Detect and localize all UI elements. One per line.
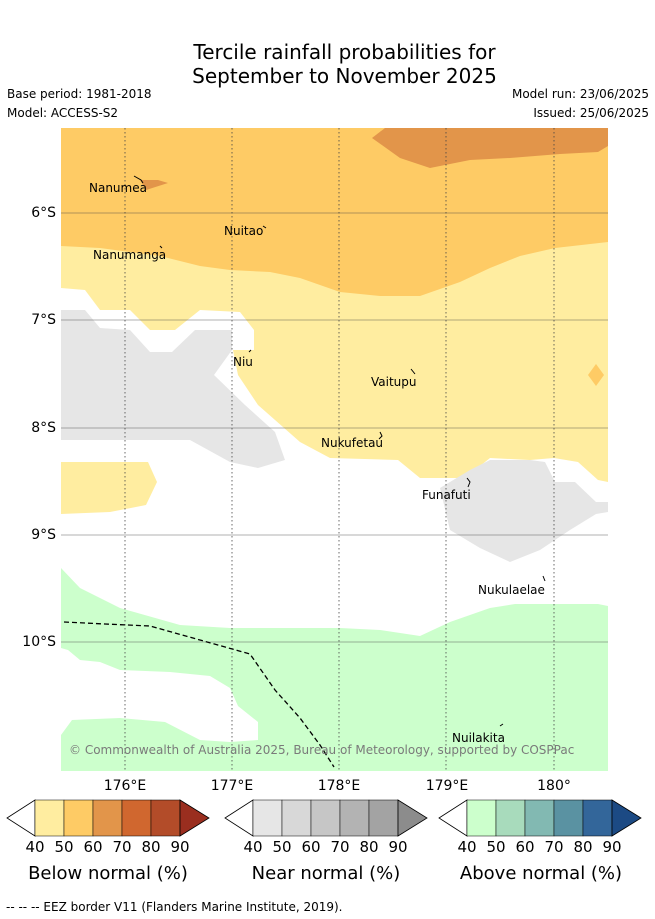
label-nuitao: Nuitao (224, 224, 264, 238)
issued-date: Issued: 25/06/2025 (533, 106, 649, 120)
nanumanga-island (159, 245, 163, 249)
colorbar-tick-label: 60 (301, 838, 321, 856)
colorbar-tick-label: 70 (112, 838, 132, 856)
colorbar-tick-label: 90 (602, 838, 622, 856)
colorbar-under-triangle (438, 799, 468, 837)
copyright-notice: © Commonwealth of Australia 2025, Bureau… (69, 743, 575, 757)
lon-tick-label: 177°E (210, 778, 254, 794)
map-title: Tercile rainfall probabilities for Septe… (0, 40, 655, 88)
title-line-2: September to November 2025 (192, 64, 497, 88)
label-nuilakita: Nuilakita (452, 731, 505, 745)
lon-tick-label: 178°E (317, 778, 361, 794)
colorbar-tick-label: 40 (243, 838, 263, 856)
colorbar-over-triangle (179, 799, 210, 837)
lat-tick-label: 10°S (22, 634, 56, 650)
colorbar-tick-label: 70 (544, 838, 564, 856)
colorbar-tick-label: 40 (25, 838, 45, 856)
near-normal-title: Near normal (%) (251, 863, 401, 884)
colorbar-over-triangle (611, 799, 642, 837)
latitude-gridlines (61, 212, 608, 643)
colorbar-tick-label: 60 (515, 838, 535, 856)
island-outlines (133, 175, 546, 727)
label-vaitupu: Vaitupu (371, 375, 417, 389)
below-normal-50-region (61, 128, 608, 296)
lat-tick-label: 8°S (31, 420, 56, 436)
model-name: Model: ACCESS-S2 (7, 106, 119, 120)
label-nanumanga: Nanumanga (93, 248, 167, 262)
lon-tick-label: 176°E (103, 778, 147, 794)
above-normal-colorbar (438, 799, 642, 837)
colorbar-swatch (310, 799, 341, 837)
funafuti-island (466, 477, 471, 488)
label-funafuti: Funafuti (422, 488, 471, 502)
lat-tick-label: 7°S (31, 312, 56, 328)
niu-island (248, 349, 252, 353)
above-normal-title: Above normal (%) (459, 863, 623, 884)
colorbar-tick-label: 70 (330, 838, 350, 856)
model-run: Model run: 23/06/2025 (511, 87, 649, 101)
colorbar-tick-label: 90 (170, 838, 190, 856)
below-normal-60-patch-nanumea (140, 180, 168, 190)
vaitupu-island (410, 368, 416, 375)
colorbar-swatch (34, 799, 65, 837)
white-gap-left (61, 652, 82, 694)
colorbar-swatch (63, 799, 94, 837)
nukulaelae-island (542, 575, 546, 582)
above-normal-40-region (61, 568, 608, 771)
colorbar-swatch (252, 799, 283, 837)
colorbar-swatch (121, 799, 152, 837)
near-normal-left-region (61, 310, 285, 468)
colorbar-swatch (368, 799, 399, 837)
near-normal-right-region (440, 460, 608, 562)
colorbar-tick-label: 80 (359, 838, 379, 856)
label-nukulaelae: Nukulaelae (478, 583, 545, 597)
eez-footnote: -- -- -- EEZ border V11 (Flanders Marine… (6, 900, 343, 914)
title-line-1: Tercile rainfall probabilities for (193, 40, 496, 64)
nuilakita-island (499, 723, 504, 727)
colorbar-swatch (582, 799, 613, 837)
label-nukufetau: Nukufetau (321, 436, 384, 450)
colorbar-tick-label: 50 (272, 838, 292, 856)
below-normal-60-region (372, 128, 608, 168)
colorbar-swatch (281, 799, 312, 837)
colorbar-swatch (553, 799, 584, 837)
below-normal-diamond (588, 364, 604, 386)
colorbar-tick-label: 40 (457, 838, 477, 856)
longitude-gridlines (124, 128, 555, 771)
colorbar-tick-label: 50 (54, 838, 74, 856)
below-normal-colorbar (6, 799, 210, 837)
colorbar-swatch (150, 799, 181, 837)
colorbar-swatch (495, 799, 526, 837)
colorbar-swatch (524, 799, 555, 837)
below-normal-lower-left (61, 462, 157, 514)
near-normal-colorbar (224, 799, 428, 837)
colorbar-tick-label: 80 (141, 838, 161, 856)
colorbar-under-triangle (224, 799, 254, 837)
lon-tick-label: 179°E (425, 778, 469, 794)
label-niu: Niu (233, 355, 253, 369)
nuitao-island (262, 225, 267, 229)
colorbar-tick-label: 90 (388, 838, 408, 856)
below-normal-title: Below normal (%) (28, 863, 188, 884)
colorbar-swatch (466, 799, 497, 837)
colorbar-over-triangle (397, 799, 428, 837)
lat-tick-label: 6°S (31, 205, 56, 221)
colorbar-swatch (92, 799, 123, 837)
colorbar-swatch (339, 799, 370, 837)
colorbar-tick-label: 80 (573, 838, 593, 856)
lon-tick-label: 180° (537, 778, 571, 794)
colorbar-tick-label: 50 (486, 838, 506, 856)
nukufetau-island (378, 431, 383, 440)
nanumea-island (133, 175, 144, 184)
lat-tick-label: 9°S (31, 527, 56, 543)
colorbar-tick-label: 60 (83, 838, 103, 856)
eez-border-line (63, 621, 335, 768)
label-nanumea: Nanumea (89, 181, 147, 195)
colorbar-under-triangle (6, 799, 36, 837)
base-period: Base period: 1981-2018 (7, 87, 152, 101)
